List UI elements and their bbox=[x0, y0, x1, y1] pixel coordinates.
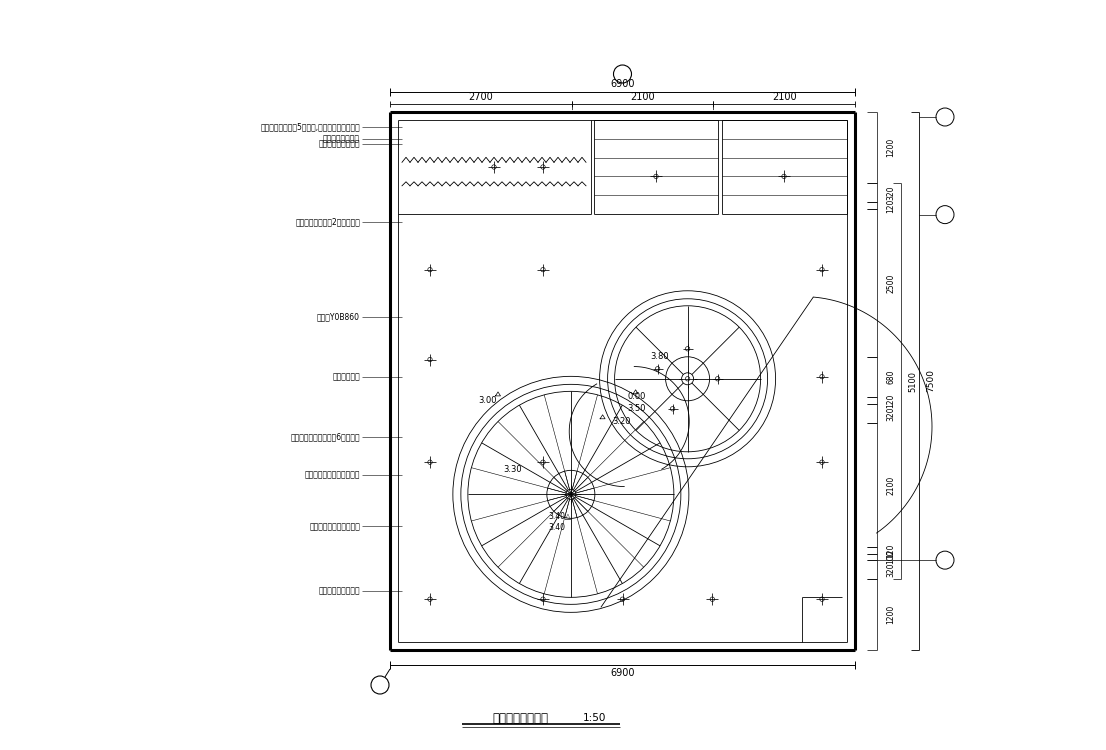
Text: 3.40△: 3.40△ bbox=[549, 512, 572, 520]
Text: 680: 680 bbox=[887, 370, 896, 384]
Text: 3.30: 3.30 bbox=[503, 465, 522, 474]
Text: 3.20: 3.20 bbox=[613, 417, 632, 426]
Text: 0.00: 0.00 bbox=[627, 392, 646, 401]
Text: 3.50: 3.50 bbox=[627, 404, 646, 413]
Text: 320: 320 bbox=[887, 562, 896, 577]
Text: 未定彩电射灯台色笼: 未定彩电射灯台色笼 bbox=[319, 586, 359, 596]
Text: 320: 320 bbox=[887, 406, 896, 421]
Text: 各颗光源等距等戹2白色光源布: 各颗光源等距等戹2白色光源布 bbox=[295, 217, 359, 226]
Text: 5100: 5100 bbox=[908, 370, 918, 392]
Text: 铝合金属色铜活台: 铝合金属色铜活台 bbox=[323, 134, 359, 143]
Text: 3.80: 3.80 bbox=[650, 352, 669, 362]
Text: 艺术装饰梯形的日光灯管: 艺术装饰梯形的日光灯管 bbox=[309, 522, 359, 531]
Text: 包厢一层顶布置图: 包厢一层顶布置图 bbox=[492, 712, 547, 724]
Circle shape bbox=[567, 490, 575, 498]
Text: 钓钉第九层山浣龙尲屈6三层布面: 钓钉第九层山浣龙尲屈6三层布面 bbox=[291, 432, 359, 441]
Text: 120: 120 bbox=[887, 198, 896, 212]
Text: 120: 120 bbox=[887, 393, 896, 408]
Text: 各颜卡宁景塑铝板面: 各颜卡宁景塑铝板面 bbox=[319, 139, 359, 148]
Text: 九度大全押花岗屈5舟形字,初华渐台色乳白色漆: 九度大全押花岗屈5舟形字,初华渐台色乳白色漆 bbox=[260, 122, 359, 131]
Text: 1200: 1200 bbox=[887, 605, 896, 624]
Text: 3.40: 3.40 bbox=[549, 523, 566, 532]
Text: 120: 120 bbox=[887, 544, 896, 558]
Text: 1:50: 1:50 bbox=[583, 713, 607, 723]
Text: 前灯源Y0B860: 前灯源Y0B860 bbox=[317, 312, 359, 321]
Text: 320: 320 bbox=[887, 185, 896, 200]
Text: 2700: 2700 bbox=[469, 92, 493, 102]
Text: 2100: 2100 bbox=[772, 92, 796, 102]
Text: 管道日光灯管: 管道日光灯管 bbox=[332, 372, 359, 381]
Text: 7500: 7500 bbox=[927, 370, 936, 392]
Text: 1200: 1200 bbox=[887, 138, 896, 157]
Text: 2500: 2500 bbox=[887, 273, 896, 292]
Text: 100: 100 bbox=[887, 550, 896, 565]
Text: 6900: 6900 bbox=[611, 79, 635, 89]
Text: 2100: 2100 bbox=[630, 92, 655, 102]
Text: 3.00: 3.00 bbox=[478, 396, 497, 405]
Text: 2100: 2100 bbox=[887, 476, 896, 495]
Text: 机山子华渐台色白色光灏布: 机山子华渐台色白色光灏布 bbox=[304, 470, 359, 479]
Text: 6900: 6900 bbox=[611, 668, 635, 678]
